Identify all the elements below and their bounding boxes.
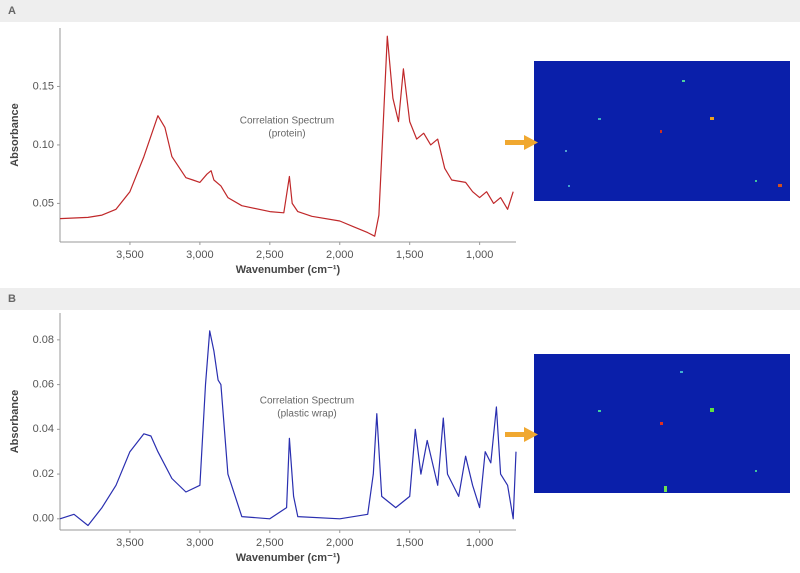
- x-tick-label: 1,500: [396, 537, 424, 549]
- x-tick-label: 1,000: [466, 249, 494, 261]
- annotation: (protein): [268, 129, 305, 140]
- annotation: Correlation Spectrum: [240, 116, 334, 127]
- y-axis-title: Absorbance: [9, 390, 21, 454]
- y-axis-title: Absorbance: [9, 103, 21, 167]
- annotation: (plastic wrap): [277, 409, 336, 420]
- x-tick-label: 3,000: [186, 249, 214, 261]
- spectrum-line: [59, 35, 514, 237]
- x-tick-label: 1,000: [466, 537, 494, 549]
- x-tick-label: 1,500: [396, 249, 424, 261]
- heatmap: [534, 354, 790, 493]
- x-tick-label: 2,000: [326, 249, 354, 261]
- x-tick-label: 3,000: [186, 537, 214, 549]
- y-tick-label: 0.08: [33, 334, 54, 346]
- x-axis-title: Wavenumber (cm⁻¹): [236, 552, 341, 564]
- y-tick-label: 0.10: [33, 139, 54, 151]
- x-axis-title: Wavenumber (cm⁻¹): [236, 264, 341, 276]
- x-tick-label: 3,500: [116, 537, 144, 549]
- panel-header: [0, 0, 800, 22]
- heatmap: [534, 61, 790, 201]
- annotation: Correlation Spectrum: [260, 396, 354, 407]
- spectrum-line: [59, 330, 517, 527]
- panel-header: [0, 288, 800, 310]
- arrow: [505, 427, 538, 442]
- panel-letter: B: [8, 293, 16, 305]
- y-tick-label: 0.02: [33, 468, 54, 480]
- y-tick-label: 0.15: [33, 80, 54, 92]
- x-tick-label: 2,500: [256, 249, 284, 261]
- x-tick-label: 3,500: [116, 249, 144, 261]
- x-tick-label: 2,500: [256, 537, 284, 549]
- y-tick-label: 0.04: [33, 423, 54, 435]
- x-tick-label: 2,000: [326, 537, 354, 549]
- panel-letter: A: [8, 5, 16, 17]
- y-tick-label: 0.06: [33, 378, 54, 390]
- arrow: [505, 135, 538, 150]
- y-tick-label: 0.05: [33, 197, 54, 209]
- y-tick-label: 0.00: [33, 513, 54, 525]
